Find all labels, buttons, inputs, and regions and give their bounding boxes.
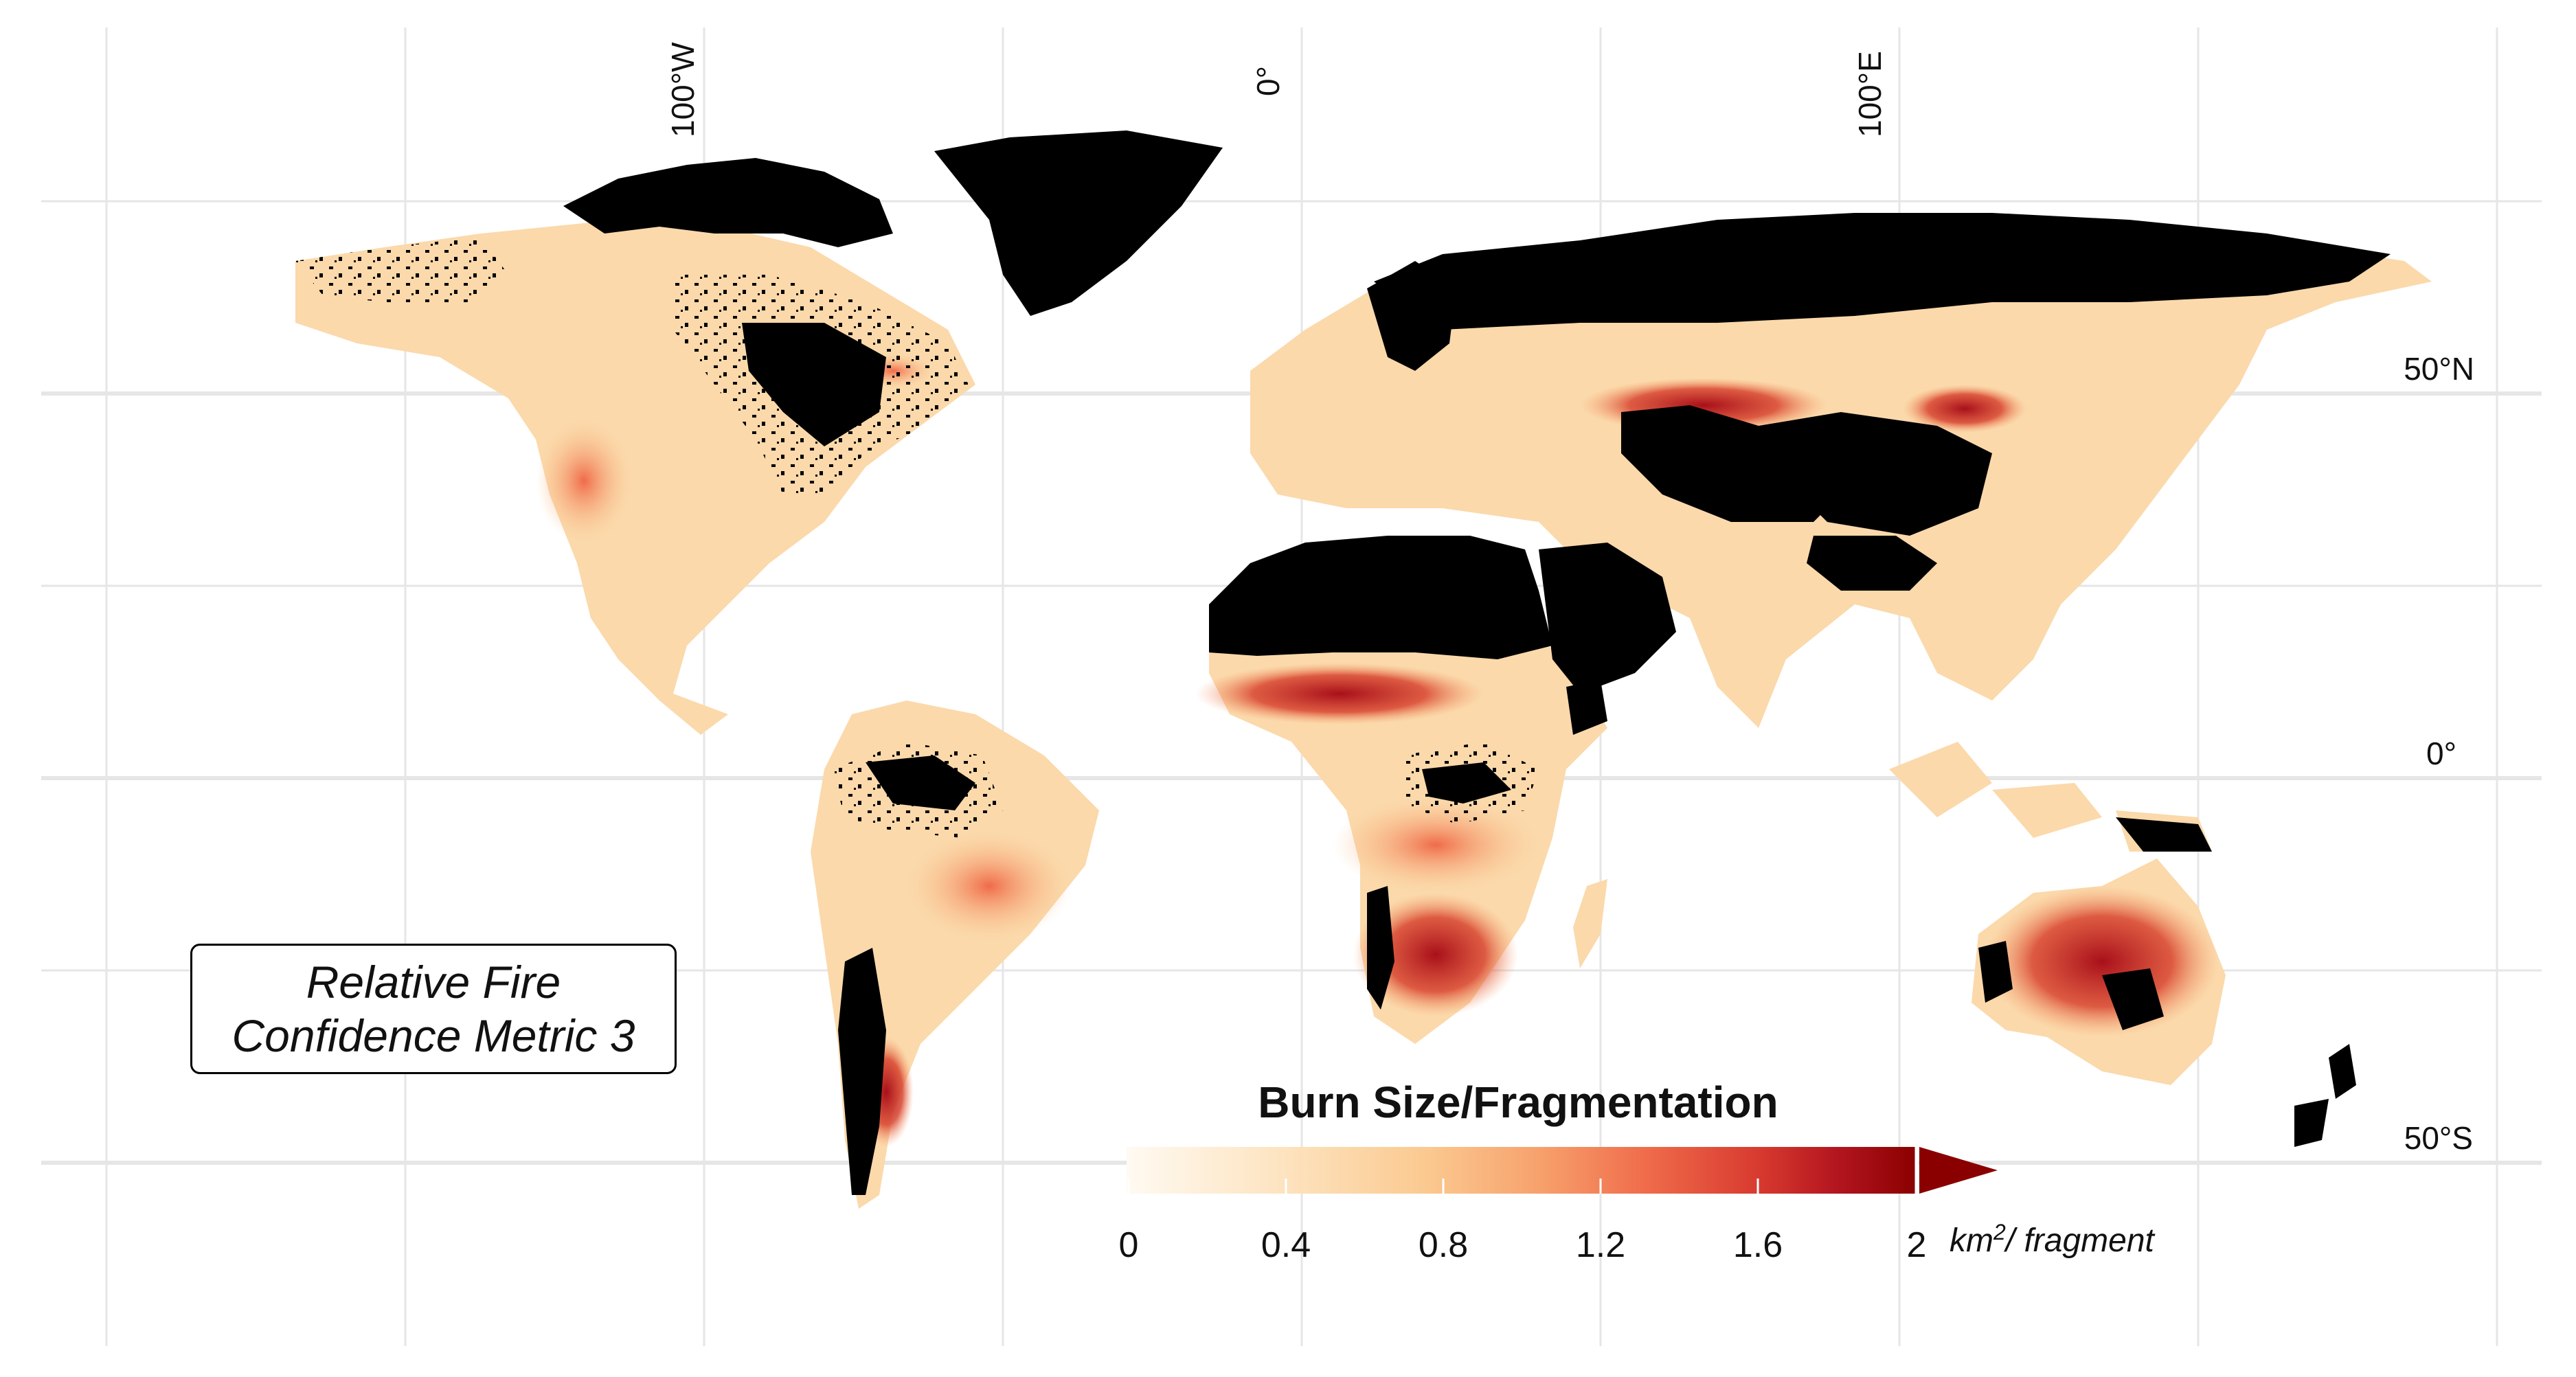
legend-tick-0.8: 0.8 <box>1419 1225 1468 1265</box>
legend-unit-sup: 2 <box>1993 1220 2006 1244</box>
no-data-land <box>295 130 2391 1195</box>
legend-tick-1.2: 1.2 <box>1576 1225 1625 1265</box>
lon-label-100e: 100°E <box>1852 51 1888 137</box>
annotation-line-1: Relative Fire <box>306 957 561 1008</box>
lon-label-0: 0° <box>1250 66 1286 96</box>
burn-hotspots <box>536 354 2219 1147</box>
annotation-line-2: Confidence Metric 3 <box>231 1010 635 1061</box>
annotation-box: Relative Fire Confidence Metric 3 <box>190 944 677 1074</box>
legend-unit: km2/ fragment <box>1950 1220 2154 1260</box>
legend-tick-0.4: 0.4 <box>1261 1225 1311 1265</box>
legend-extend-arrow <box>1919 1147 1998 1194</box>
legend-ticks <box>1127 1179 1759 1194</box>
lat-label-0: 0° <box>2426 736 2456 771</box>
legend-unit-base: km <box>1950 1222 1993 1259</box>
lat-label-50n: 50°N <box>2404 351 2474 387</box>
legend-tick-0: 0 <box>1119 1225 1139 1265</box>
legend-tick-2: 2 <box>1907 1225 1927 1265</box>
legend-tick-1.6: 1.6 <box>1733 1225 1783 1265</box>
legend-title: Burn Size/Fragmentation <box>1258 1078 1778 1127</box>
legend-colorbar: 0 0.4 0.8 1.2 1.6 2 <box>1119 1146 1998 1265</box>
legend-unit-rest: / fragment <box>2005 1222 2154 1259</box>
lat-label-50s: 50°S <box>2404 1120 2473 1156</box>
lon-label-100w: 100°W <box>665 42 701 137</box>
